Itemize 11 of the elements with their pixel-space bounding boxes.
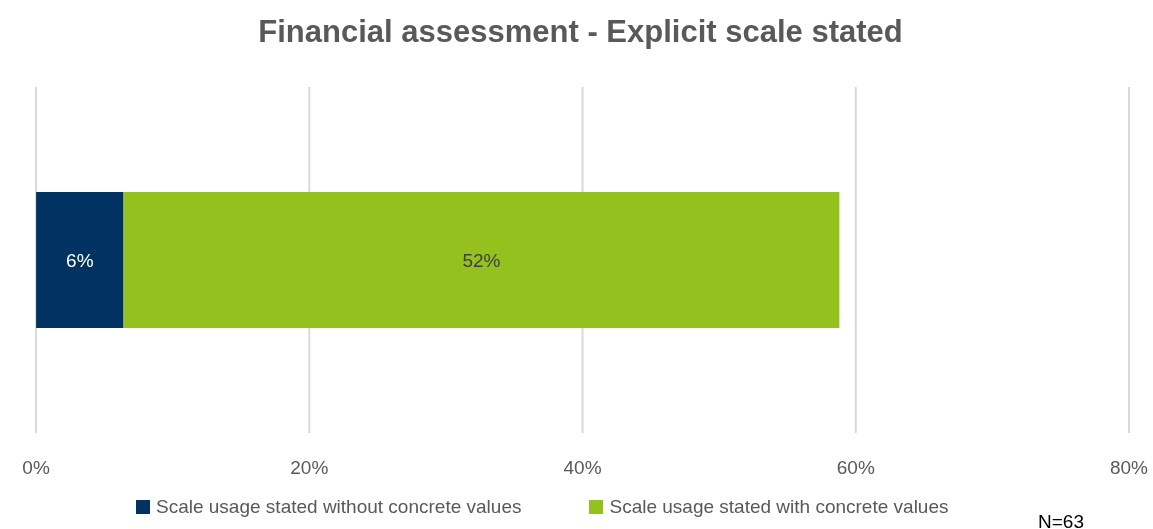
x-tick-label: 80% xyxy=(1109,457,1149,479)
data-label: 52% xyxy=(462,249,501,271)
x-tick-label: 20% xyxy=(290,457,329,479)
legend-label: Scale usage stated with concrete values xyxy=(609,496,949,518)
legend-label: Scale usage stated without concrete values xyxy=(156,496,522,518)
x-tick-label: 0% xyxy=(22,457,50,479)
data-label: 6% xyxy=(66,249,94,271)
x-tick-label: 40% xyxy=(563,457,602,479)
chart-title: Financial assessment - Explicit scale stated xyxy=(257,14,904,50)
x-tick-label: 60% xyxy=(836,457,875,479)
text: N=63 xyxy=(1038,511,1084,529)
